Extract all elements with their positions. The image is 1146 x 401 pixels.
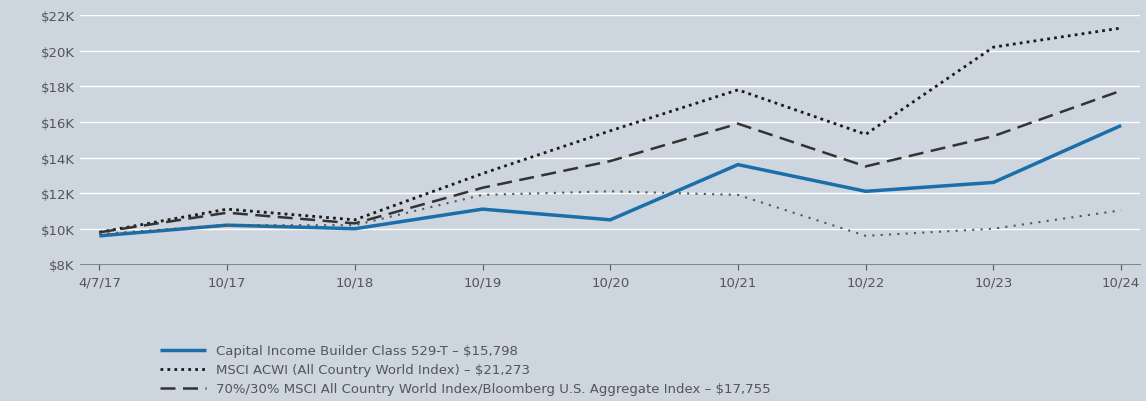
Legend: Capital Income Builder Class 529-T – $15,798, MSCI ACWI (All Country World Index: Capital Income Builder Class 529-T – $15… [155, 339, 776, 401]
